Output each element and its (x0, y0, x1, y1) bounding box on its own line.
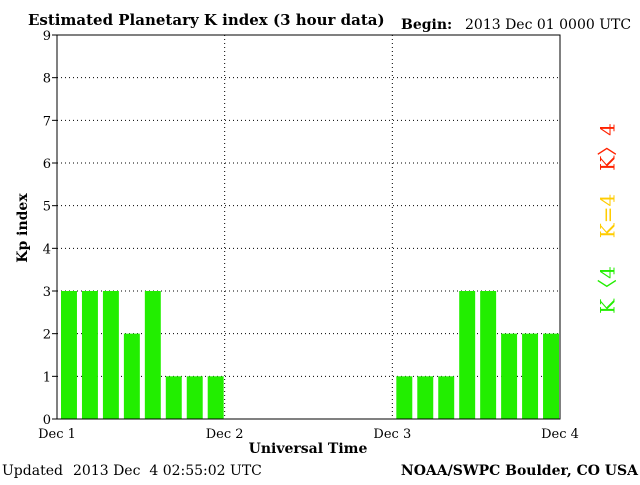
y-tick-label: 6 (43, 157, 51, 172)
legend-item: K=4 (596, 194, 620, 238)
y-tick-label: 1 (43, 370, 51, 385)
plot-frame (56, 34, 561, 420)
y-tick-label: 5 (43, 200, 51, 215)
y-tick-label: 3 (43, 285, 51, 300)
kp-bar (81, 291, 98, 419)
kp-bar (207, 376, 224, 419)
kp-bar (186, 376, 203, 419)
x-tick-label: Dec 2 (206, 427, 244, 442)
grid-lines (57, 34, 560, 419)
kp-bar (522, 333, 539, 419)
updated-value: 2013 Dec 4 02:55:02 UTC (73, 463, 262, 479)
x-tick-label: Dec 4 (541, 427, 579, 442)
y-tick-label: 2 (43, 328, 51, 343)
kp-bar (417, 376, 434, 419)
kp-bar (543, 333, 559, 419)
y-tick-label: 4 (43, 242, 51, 257)
kp-bar (102, 291, 119, 419)
x-axis-ticks: Dec 1 Dec 2 Dec 3 Dec 4 (38, 427, 579, 442)
y-tick-label: 8 (43, 72, 51, 87)
y-tick-label: 7 (43, 114, 51, 129)
kp-bar (438, 376, 455, 419)
kp-bar (480, 291, 497, 419)
kp-bar (396, 376, 413, 419)
legend-item: K〉4 (596, 123, 620, 171)
begin-value: 2013 Dec 01 0000 UTC (465, 17, 631, 33)
kp-bar (459, 291, 476, 419)
source-credit: NOAA/SWPC Boulder, CO USA (401, 463, 639, 479)
legend: K〈4 K=4 K〉4 (596, 123, 620, 314)
x-tick-label: Dec 1 (38, 427, 76, 442)
kp-bar (123, 333, 140, 419)
chart-title: Estimated Planetary K index (3 hour data… (28, 11, 385, 29)
legend-item: K〈4 (596, 266, 620, 314)
y-tick-label: 9 (43, 29, 51, 44)
begin-label: Begin: (401, 17, 452, 33)
x-axis-label: Universal Time (249, 441, 368, 457)
y-axis-ticks: 0 1 2 3 4 5 6 7 8 9 (43, 29, 57, 428)
kp-bar (501, 333, 518, 419)
kp-bar (144, 291, 161, 419)
y-tick-label: 0 (43, 413, 51, 428)
x-tick-label: Dec 3 (373, 427, 411, 442)
kp-bar (165, 376, 182, 419)
bar-series (61, 291, 559, 419)
updated-label: Updated (2, 463, 63, 479)
kp-bar (61, 291, 77, 419)
y-axis-label: Kp index (15, 193, 31, 263)
